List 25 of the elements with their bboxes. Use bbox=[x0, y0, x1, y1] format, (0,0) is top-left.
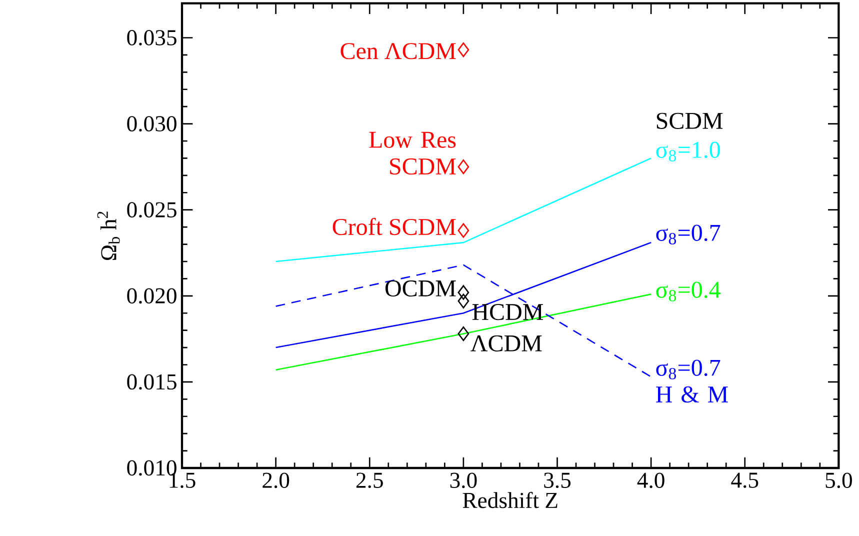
series-label: σ$_{8}$=0.4 bbox=[656, 282, 720, 302]
y-tick-label: 0.030 bbox=[127, 116, 176, 132]
y-tick-label: 0.015 bbox=[127, 374, 176, 390]
x-tick-label: 3.5 bbox=[544, 472, 571, 488]
x-tick-label: 2.5 bbox=[356, 472, 383, 488]
x-tick-label: 4.0 bbox=[637, 472, 664, 488]
series-label: σ$_{8}$=0.7 H & M bbox=[656, 360, 728, 403]
series-label: Cen ΛCDM bbox=[340, 43, 456, 60]
x-tick-label: 4.5 bbox=[731, 472, 758, 488]
x-axis-title: Redshift Z bbox=[462, 492, 558, 508]
y-tick-label: 0.035 bbox=[127, 30, 176, 46]
y-tick-label: 0.020 bbox=[127, 288, 176, 304]
y-axis-title: Ω$_{b}$ h$^{2}$ bbox=[97, 212, 120, 260]
x-tick-label: 5.0 bbox=[826, 472, 852, 488]
series-label: Low Res SCDM bbox=[369, 132, 456, 175]
y-tick-label: 0.025 bbox=[127, 202, 176, 218]
series-label: HCDM bbox=[472, 304, 544, 320]
annotation: SCDM bbox=[656, 112, 723, 129]
series-label: σ$_{8}$=1.0 bbox=[656, 142, 720, 162]
series-label: σ$_{8}$=0.7 bbox=[656, 224, 720, 244]
series-label: ΛCDM bbox=[470, 335, 542, 352]
x-tick-label: 3.0 bbox=[450, 472, 477, 488]
series-label: OCDM bbox=[385, 280, 456, 297]
x-tick-label: 2.0 bbox=[262, 472, 290, 488]
series-label: Croft SCDM bbox=[332, 218, 456, 236]
